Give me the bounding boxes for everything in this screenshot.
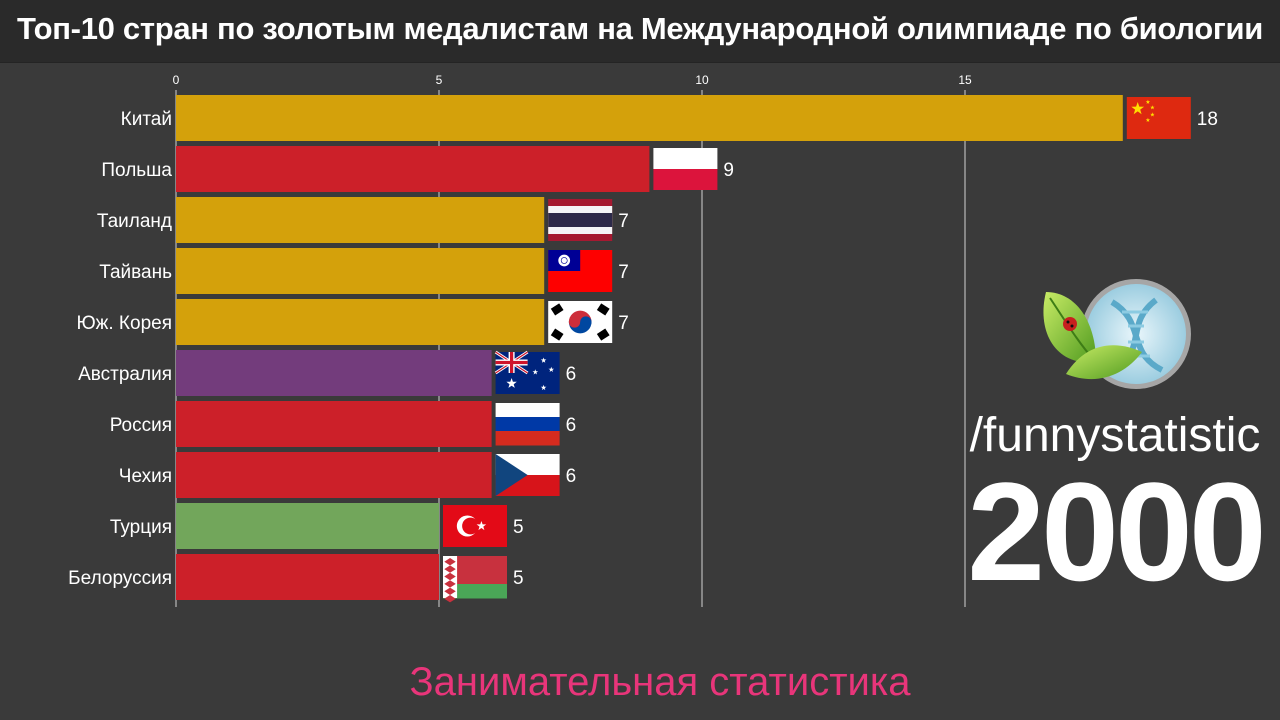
bar-row: Россия 6: [110, 401, 576, 447]
value-label: 6: [566, 466, 577, 487]
category-label: Тайвань: [99, 262, 172, 283]
category-label: Россия: [110, 415, 172, 436]
value-label: 7: [618, 211, 629, 232]
x-tick-label: 5: [436, 73, 443, 87]
bar-row: Белоруссия 5: [68, 554, 524, 603]
bar-row: Тайвань 7: [99, 248, 629, 294]
category-label: Китай: [121, 109, 172, 130]
bar: [176, 299, 545, 345]
bars: Китай 18 Польша 9 Таиланд 7 Тайвань 7 Юж. Корея 7…: [68, 95, 1218, 603]
category-label: Турция: [110, 517, 172, 538]
year-counter: 2000: [967, 453, 1266, 610]
flag-icon: [495, 403, 560, 446]
category-label: Юж. Корея: [76, 313, 172, 334]
category-label: Белоруссия: [68, 568, 172, 589]
bar-row: Китай 18: [121, 95, 1218, 141]
bar: [176, 452, 492, 498]
category-label: Польша: [101, 160, 172, 181]
bar: [176, 197, 545, 243]
bar-row: Чехия 6: [119, 452, 576, 498]
flag-icon: [443, 556, 507, 603]
value-label: 6: [566, 364, 577, 385]
flag-icon: [495, 454, 560, 496]
value-label: 5: [513, 568, 524, 589]
bar: [176, 248, 545, 294]
flag-icon: [548, 301, 613, 343]
bar: [176, 554, 439, 600]
flag-icon: [653, 148, 718, 190]
chart-title: Топ-10 стран по золотым медалистам на Ме…: [16, 11, 1264, 46]
title-bar: Топ-10 стран по золотым медалистам на Ме…: [0, 0, 1280, 63]
flag-icon: [548, 250, 613, 292]
value-label: 6: [566, 415, 577, 436]
channel-handle: /funnystatistic: [969, 409, 1261, 462]
bar: [176, 146, 650, 192]
bar-row: Австралия 6: [78, 350, 576, 396]
flag-icon: [1126, 97, 1191, 139]
bar-row: Турция 5: [110, 503, 524, 549]
flag-icon: [548, 199, 613, 241]
bar: [176, 503, 439, 549]
x-tick-label: 0: [173, 73, 180, 87]
bar-row: Юж. Корея 7: [76, 299, 629, 345]
x-axis-ticks: 0 5 10 15: [173, 73, 972, 87]
category-label: Чехия: [119, 466, 172, 487]
bar: [176, 350, 492, 396]
flag-icon: [494, 350, 560, 394]
x-tick-label: 15: [958, 73, 972, 87]
flag-icon: [443, 505, 507, 547]
value-label: 18: [1197, 109, 1218, 130]
x-tick-label: 10: [695, 73, 709, 87]
value-label: 7: [618, 313, 629, 334]
bar-row: Польша 9: [101, 146, 734, 192]
category-label: Австралия: [78, 364, 172, 385]
bar-row: Таиланд 7: [97, 197, 629, 243]
bar: [176, 95, 1123, 141]
bar: [176, 401, 492, 447]
value-label: 9: [723, 160, 734, 181]
channel-subtitle: Занимательная статистика: [409, 660, 911, 704]
category-label: Таиланд: [97, 211, 172, 232]
biology-logo-icon: [1043, 279, 1191, 389]
value-label: 5: [513, 517, 524, 538]
value-label: 7: [618, 262, 629, 283]
